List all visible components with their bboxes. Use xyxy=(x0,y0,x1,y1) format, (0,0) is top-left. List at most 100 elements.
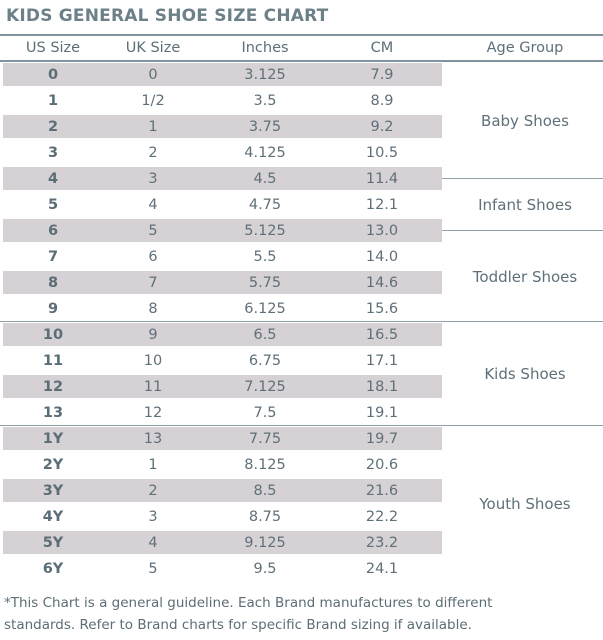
table-row: 1Y 13 7.75 19.7 xyxy=(0,426,442,452)
cm-cell: 24.1 xyxy=(365,561,399,577)
table-row: 0 0 3.125 7.9 xyxy=(0,62,442,88)
us-size-cell: 0 xyxy=(47,67,59,83)
inches-cell: 3.5 xyxy=(253,93,277,109)
table-row: 10 9 6.5 16.5 xyxy=(0,322,442,348)
inches-cell: 4.75 xyxy=(248,197,282,213)
table-row: 13 12 7.5 19.1 xyxy=(0,400,442,426)
cm-cell: 7.9 xyxy=(370,67,394,83)
age-group-label: Kids Shoes xyxy=(484,365,566,383)
uk-size-cell: 1 xyxy=(148,457,158,473)
inches-cell: 7.125 xyxy=(244,379,286,395)
footnote-line-2: standards. Refer to Brand charts for spe… xyxy=(4,617,472,633)
uk-size-cell: 3 xyxy=(148,509,158,525)
inches-cell: 6.5 xyxy=(253,327,277,343)
group-divider xyxy=(0,425,603,426)
cm-cell: 8.9 xyxy=(370,93,394,109)
uk-size-cell: 1/2 xyxy=(141,93,165,109)
table-row: 5 4 4.75 12.1 xyxy=(0,192,442,218)
header-us-size: US Size xyxy=(25,40,81,56)
uk-size-cell: 1 xyxy=(148,119,158,135)
inches-cell: 3.125 xyxy=(244,67,286,83)
group-divider xyxy=(442,178,603,179)
cm-cell: 14.0 xyxy=(365,249,399,265)
inches-cell: 5.5 xyxy=(253,249,277,265)
age-group-label: Toddler Shoes xyxy=(472,267,578,286)
inches-cell: 5.125 xyxy=(244,223,286,239)
table-row: 4 3 4.5 11.4 xyxy=(0,166,442,192)
cm-cell: 11.4 xyxy=(365,171,399,187)
us-size-cell: 5Y xyxy=(42,535,64,551)
us-size-cell: 11 xyxy=(42,353,64,369)
us-size-cell: 3Y xyxy=(42,483,64,499)
uk-size-cell: 4 xyxy=(148,535,158,551)
uk-size-cell: 3 xyxy=(148,171,158,187)
inches-cell: 6.75 xyxy=(248,353,282,369)
table-row: 3Y 2 8.5 21.6 xyxy=(0,478,442,504)
uk-size-cell: 12 xyxy=(143,405,163,421)
us-size-cell: 6Y xyxy=(42,561,64,577)
us-size-cell: 6 xyxy=(47,223,59,239)
header-uk-size: UK Size xyxy=(125,40,181,56)
us-size-cell: 7 xyxy=(47,249,59,265)
table-row: 5Y 4 9.125 23.2 xyxy=(0,530,442,556)
us-size-cell: 2 xyxy=(47,119,59,135)
cm-cell: 17.1 xyxy=(365,353,399,369)
table-row: 4Y 3 8.75 22.2 xyxy=(0,504,442,530)
inches-cell: 5.75 xyxy=(248,275,282,291)
group-divider xyxy=(0,321,603,322)
us-size-cell: 13 xyxy=(42,405,64,421)
header-inches: Inches xyxy=(241,40,289,56)
uk-size-cell: 8 xyxy=(148,301,158,317)
table-row: 7 6 5.5 14.0 xyxy=(0,244,442,270)
cm-cell: 12.1 xyxy=(365,197,399,213)
cm-cell: 22.2 xyxy=(365,509,399,525)
cm-cell: 18.1 xyxy=(365,379,399,395)
uk-size-cell: 2 xyxy=(148,145,158,161)
cm-cell: 15.6 xyxy=(365,301,399,317)
us-size-cell: 8 xyxy=(47,275,59,291)
us-size-cell: 12 xyxy=(42,379,64,395)
inches-cell: 9.125 xyxy=(244,535,286,551)
cm-cell: 9.2 xyxy=(370,119,394,135)
age-group-label: Baby Shoes xyxy=(481,111,569,130)
table-row: 3 2 4.125 10.5 xyxy=(0,140,442,166)
uk-size-cell: 2 xyxy=(148,483,158,499)
inches-cell: 4.5 xyxy=(253,171,277,187)
uk-size-cell: 5 xyxy=(148,561,158,577)
age-group-label: Youth Shoes xyxy=(479,495,571,513)
cm-cell: 21.6 xyxy=(365,483,399,499)
age-group-label: Infant Shoes xyxy=(478,196,572,214)
cm-cell: 16.5 xyxy=(365,327,399,343)
cm-cell: 23.2 xyxy=(365,535,399,551)
table-row: 8 7 5.75 14.6 xyxy=(0,270,442,296)
cm-cell: 14.6 xyxy=(365,275,399,291)
uk-size-cell: 11 xyxy=(143,379,163,395)
us-size-cell: 10 xyxy=(42,327,64,343)
us-size-cell: 9 xyxy=(47,301,59,317)
inches-cell: 3.75 xyxy=(248,119,282,135)
uk-size-cell: 7 xyxy=(148,275,158,291)
header-age-group: Age Group xyxy=(486,40,564,56)
inches-cell: 8.75 xyxy=(248,509,282,525)
cm-cell: 19.7 xyxy=(365,431,399,447)
footnote-line-1: *This Chart is a general guideline. Each… xyxy=(4,595,493,611)
uk-size-cell: 4 xyxy=(148,197,158,213)
inches-cell: 7.75 xyxy=(248,431,282,447)
table-row: 11 10 6.75 17.1 xyxy=(0,348,442,374)
header-top-rule xyxy=(0,34,603,36)
table-row: 2Y 1 8.125 20.6 xyxy=(0,452,442,478)
cm-cell: 13.0 xyxy=(365,223,399,239)
chart-title: KIDS GENERAL SHOE SIZE CHART xyxy=(6,6,329,26)
inches-cell: 7.5 xyxy=(253,405,277,421)
inches-cell: 4.125 xyxy=(244,145,286,161)
group-divider xyxy=(442,230,603,231)
uk-size-cell: 13 xyxy=(143,431,163,447)
cm-cell: 19.1 xyxy=(365,405,399,421)
us-size-cell: 4 xyxy=(47,171,59,187)
inches-cell: 6.125 xyxy=(244,301,286,317)
header-cm: CM xyxy=(370,40,394,56)
inches-cell: 9.5 xyxy=(253,561,277,577)
table-row: 6Y 5 9.5 24.1 xyxy=(0,556,442,582)
uk-size-cell: 6 xyxy=(148,249,158,265)
